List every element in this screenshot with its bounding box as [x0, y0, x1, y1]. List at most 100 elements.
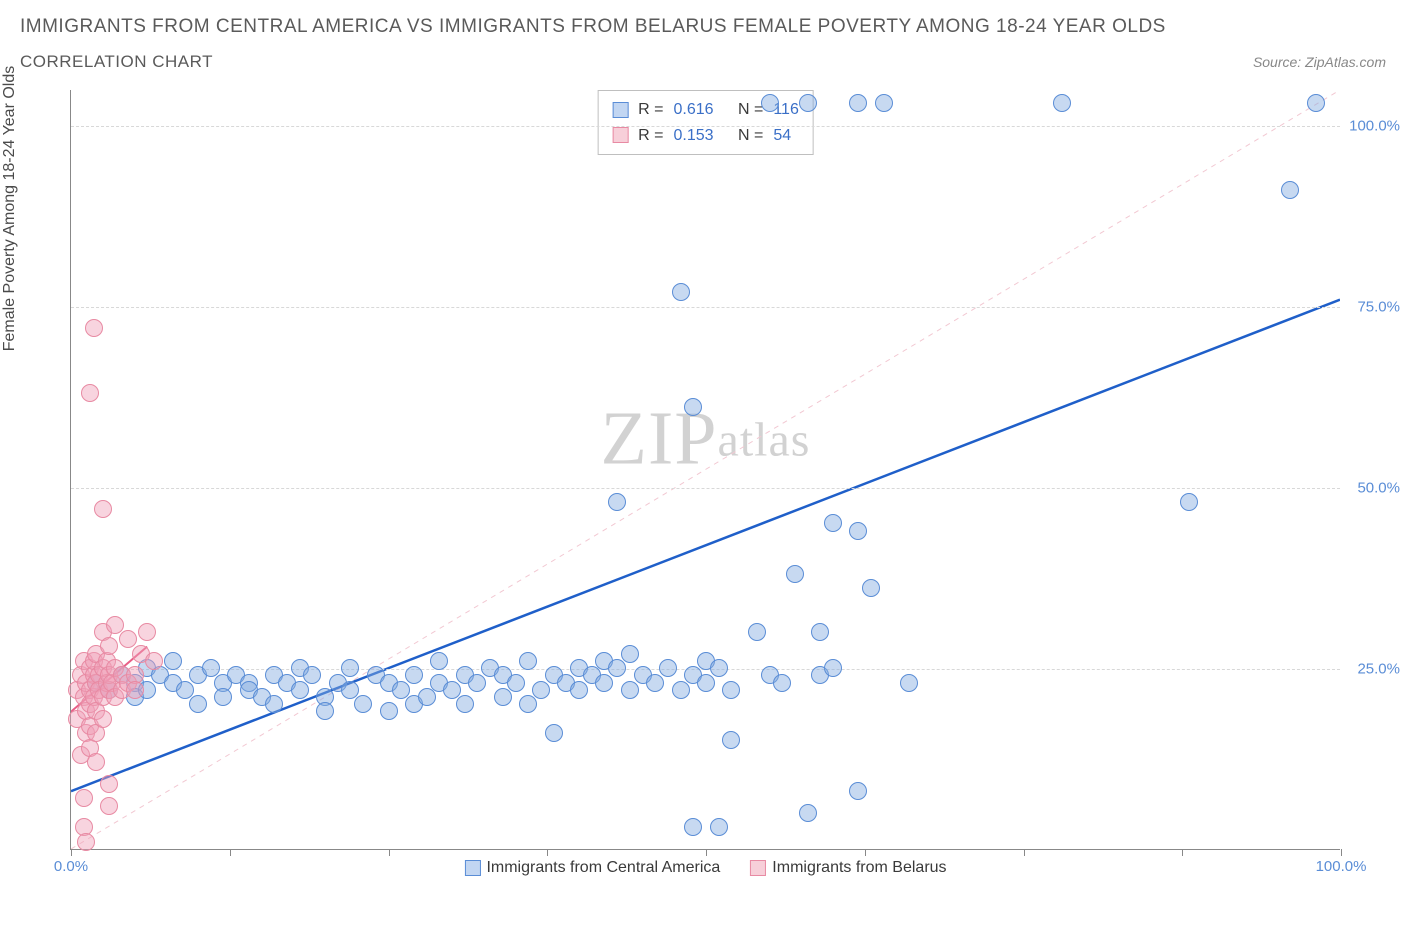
- x-tick: [865, 849, 866, 856]
- x-tick-label: 100.0%: [1316, 858, 1367, 875]
- swatch-blue-icon: [612, 102, 628, 118]
- data-point: [545, 724, 563, 742]
- swatch-pink-icon: [612, 127, 628, 143]
- data-point: [316, 702, 334, 720]
- data-point: [761, 94, 779, 112]
- data-point: [862, 579, 880, 597]
- data-point: [430, 652, 448, 670]
- data-point: [456, 695, 474, 713]
- data-point: [799, 804, 817, 822]
- data-point: [621, 681, 639, 699]
- data-point: [621, 645, 639, 663]
- data-point: [875, 94, 893, 112]
- y-tick-label: 25.0%: [1357, 661, 1400, 678]
- gridline: [71, 488, 1340, 489]
- x-tick: [1341, 849, 1342, 856]
- stats-r-value-0: 0.616: [673, 97, 713, 123]
- data-point: [468, 674, 486, 692]
- y-tick-label: 75.0%: [1357, 299, 1400, 316]
- data-point: [799, 94, 817, 112]
- y-tick-label: 100.0%: [1349, 118, 1400, 135]
- data-point: [85, 319, 103, 337]
- stats-box: R = 0.616 N = 116 R = 0.153 N = 54: [597, 90, 814, 155]
- swatch-pink-icon: [750, 860, 766, 876]
- x-tick: [706, 849, 707, 856]
- data-point: [849, 94, 867, 112]
- data-point: [824, 659, 842, 677]
- stats-r-label: R =: [638, 97, 663, 123]
- data-point: [697, 674, 715, 692]
- data-point: [672, 681, 690, 699]
- data-point: [418, 688, 436, 706]
- swatch-blue-icon: [464, 860, 480, 876]
- stats-n-label: N =: [738, 97, 763, 123]
- data-point: [303, 666, 321, 684]
- data-point: [722, 731, 740, 749]
- data-point: [494, 688, 512, 706]
- data-point: [595, 674, 613, 692]
- data-point: [608, 493, 626, 511]
- legend-item-0: Immigrants from Central America: [464, 859, 720, 877]
- data-point: [710, 659, 728, 677]
- data-point: [77, 833, 95, 851]
- data-point: [849, 522, 867, 540]
- data-point: [659, 659, 677, 677]
- data-point: [94, 500, 112, 518]
- data-point: [608, 659, 626, 677]
- data-point: [1180, 493, 1198, 511]
- x-axis-legend: Immigrants from Central America Immigran…: [464, 859, 946, 877]
- data-point: [532, 681, 550, 699]
- data-point: [1053, 94, 1071, 112]
- data-point: [189, 695, 207, 713]
- chart-subtitle: CORRELATION CHART: [20, 52, 213, 72]
- data-point: [748, 623, 766, 641]
- data-point: [81, 384, 99, 402]
- data-point: [164, 652, 182, 670]
- data-point: [354, 695, 372, 713]
- data-point: [75, 789, 93, 807]
- data-point: [380, 702, 398, 720]
- data-point: [786, 565, 804, 583]
- x-tick-label: 0.0%: [54, 858, 88, 875]
- x-tick: [389, 849, 390, 856]
- data-point: [570, 681, 588, 699]
- y-tick-label: 50.0%: [1357, 480, 1400, 497]
- data-point: [710, 818, 728, 836]
- gridline: [71, 307, 1340, 308]
- data-point: [824, 514, 842, 532]
- data-point: [100, 775, 118, 793]
- watermark: ZIPatlas: [601, 396, 811, 483]
- data-point: [900, 674, 918, 692]
- legend-label-0: Immigrants from Central America: [486, 859, 720, 877]
- trend-lines: [71, 90, 1340, 849]
- x-tick: [230, 849, 231, 856]
- data-point: [214, 688, 232, 706]
- source-attribution: Source: ZipAtlas.com: [1253, 54, 1386, 70]
- x-tick: [71, 849, 72, 856]
- data-point: [341, 659, 359, 677]
- data-point: [138, 623, 156, 641]
- data-point: [100, 797, 118, 815]
- data-point: [126, 681, 144, 699]
- y-axis-label: Female Poverty Among 18-24 Year Olds: [1, 66, 19, 352]
- data-point: [87, 753, 105, 771]
- data-point: [684, 398, 702, 416]
- data-point: [1281, 181, 1299, 199]
- x-tick: [547, 849, 548, 856]
- data-point: [100, 637, 118, 655]
- x-tick: [1024, 849, 1025, 856]
- data-point: [519, 652, 537, 670]
- data-point: [145, 652, 163, 670]
- legend-item-1: Immigrants from Belarus: [750, 859, 946, 877]
- data-point: [405, 666, 423, 684]
- data-point: [722, 681, 740, 699]
- data-point: [94, 710, 112, 728]
- data-point: [1307, 94, 1325, 112]
- plot-area: ZIPatlas R = 0.616 N = 116 R = 0.153 N =…: [70, 90, 1340, 850]
- data-point: [672, 283, 690, 301]
- legend-label-1: Immigrants from Belarus: [772, 859, 946, 877]
- data-point: [507, 674, 525, 692]
- data-point: [265, 695, 283, 713]
- chart-title: IMMIGRANTS FROM CENTRAL AMERICA VS IMMIG…: [20, 16, 1386, 38]
- data-point: [684, 818, 702, 836]
